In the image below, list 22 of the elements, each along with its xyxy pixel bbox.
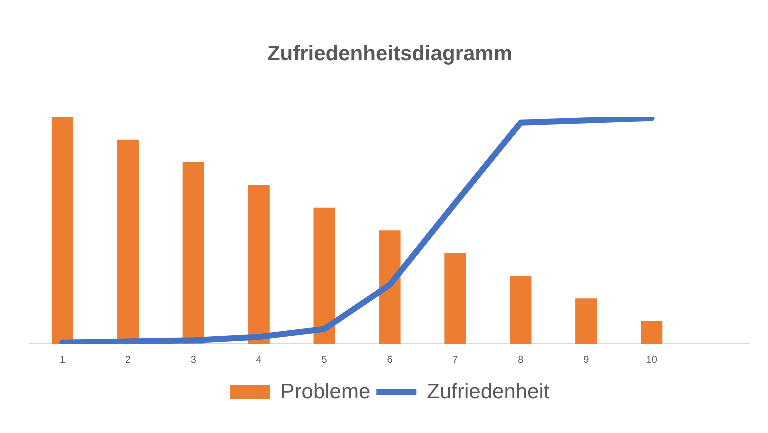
bar: [248, 185, 270, 344]
chart-title: Zufriedenheitsdiagramm: [267, 42, 513, 66]
bar: [52, 117, 74, 344]
x-tick-label: 1: [60, 354, 66, 366]
x-tick-label: 10: [646, 354, 658, 366]
x-tick-label: 2: [125, 354, 132, 366]
x-tick-label: 5: [322, 354, 328, 366]
bar: [510, 276, 532, 344]
bar: [314, 208, 336, 344]
bar: [576, 298, 598, 344]
bar: [444, 253, 466, 344]
legend-label: Probleme: [280, 380, 371, 404]
x-tick-label: 9: [584, 354, 590, 366]
x-tick-label: 6: [387, 354, 394, 366]
bar: [182, 162, 204, 344]
bar: [641, 321, 663, 344]
x-tick-label: 4: [256, 354, 262, 366]
x-tick-label: 7: [452, 354, 459, 366]
bar: [379, 230, 401, 344]
x-tick-label: 8: [518, 354, 524, 366]
x-tick-label: 3: [190, 354, 197, 366]
legend-label: Zufriedenheit: [427, 380, 550, 404]
